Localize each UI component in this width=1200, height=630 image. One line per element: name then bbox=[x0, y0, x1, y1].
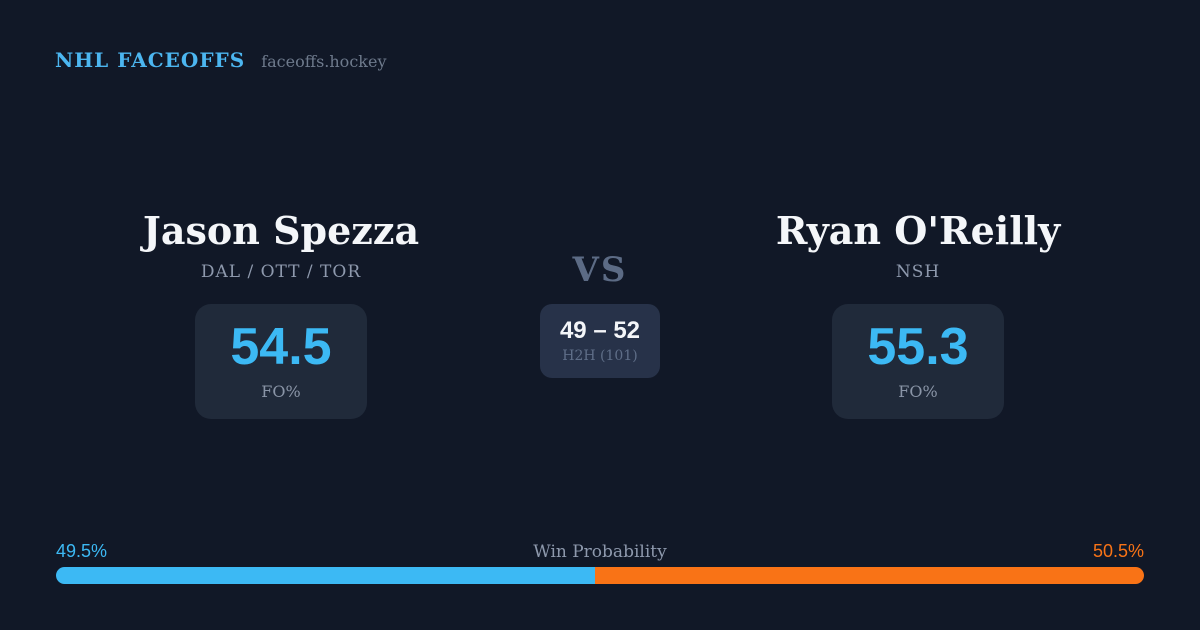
vs-label: VS bbox=[572, 250, 628, 290]
win-probability-bar-left-segment bbox=[56, 567, 595, 584]
player-right-fo-card: 55.3 FO% bbox=[832, 303, 1004, 419]
win-probability-labels: 49.5% Win Probability 50.5% bbox=[56, 541, 1144, 562]
player-right-name: Ryan O'Reilly bbox=[775, 208, 1061, 253]
player-left-fo-label: FO% bbox=[261, 382, 301, 402]
player-left-fo-value: 54.5 bbox=[230, 318, 332, 377]
win-probability-bar bbox=[56, 567, 1144, 584]
player-left-teams: DAL / OTT / TOR bbox=[200, 261, 362, 282]
vs-column: VS 49 – 52 H2H (101) bbox=[480, 250, 720, 378]
player-right-teams: NSH bbox=[895, 261, 941, 282]
win-probability-left-pct: 49.5% bbox=[56, 541, 108, 561]
h2h-card: 49 – 52 H2H (101) bbox=[540, 304, 660, 378]
site-domain: faceoffs.hockey bbox=[261, 52, 387, 71]
h2h-label: H2H (101) bbox=[562, 347, 638, 364]
win-probability-title: Win Probability bbox=[533, 542, 667, 562]
player-right: Ryan O'Reilly NSH 55.3 FO% bbox=[738, 208, 1098, 419]
player-left-fo-card: 54.5 FO% bbox=[195, 303, 367, 419]
brand-title: NHL FACEOFFS bbox=[55, 48, 246, 72]
player-right-fo-label: FO% bbox=[898, 382, 938, 402]
h2h-score: 49 – 52 bbox=[559, 316, 641, 344]
player-left: Jason Spezza DAL / OTT / TOR 54.5 FO% bbox=[101, 208, 461, 419]
win-probability-right-pct: 50.5% bbox=[1092, 541, 1144, 561]
player-right-fo-value: 55.3 bbox=[867, 318, 969, 377]
player-left-name: Jason Spezza bbox=[142, 208, 420, 253]
win-probability-bar-right-segment bbox=[594, 567, 1144, 584]
header: NHL FACEOFFS faceoffs.hockey bbox=[55, 48, 386, 72]
